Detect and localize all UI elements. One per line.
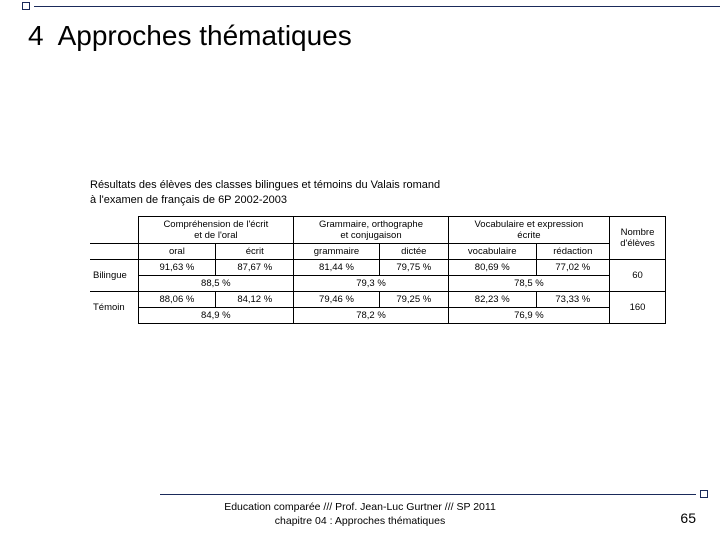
table-cell-mean: 88,5 %: [138, 276, 294, 292]
table-blank: [90, 244, 138, 260]
table-cell: 88,06 %: [138, 292, 216, 308]
caption-line-1: Résultats des élèves des classes bilingu…: [90, 178, 440, 193]
table-cell: 79,75 %: [379, 260, 448, 276]
table-cell: 79,46 %: [294, 292, 380, 308]
footer-line-1: Education comparée /// Prof. Jean-Luc Gu…: [0, 500, 720, 514]
table-cell: 73,33 %: [536, 292, 609, 308]
subheader-ecrit: écrit: [216, 244, 294, 260]
table-cell-mean: 76,9 %: [448, 308, 609, 324]
table-cell-mean: 84,9 %: [138, 308, 294, 324]
table-corner-blank: [90, 217, 138, 244]
subheader-oral: oral: [138, 244, 216, 260]
page-number: 65: [680, 510, 696, 526]
table-cell-mean: 78,2 %: [294, 308, 449, 324]
subheader-redaction: rédaction: [536, 244, 609, 260]
table-cell: 82,23 %: [448, 292, 536, 308]
results-table: Compréhension de l'écrit et de l'oral Gr…: [90, 216, 666, 324]
slide-title: Approches thématiques: [58, 20, 352, 52]
footer-line: [160, 494, 696, 495]
top-line: [34, 6, 720, 7]
table-cell: 77,02 %: [536, 260, 609, 276]
table-cell-mean: 78,5 %: [448, 276, 609, 292]
footer-line-2: chapitre 04 : Approches thématiques: [0, 514, 720, 528]
table-cell-count: 60: [610, 260, 666, 292]
subheader-vocabulaire: vocabulaire: [448, 244, 536, 260]
slide-number: 4: [28, 20, 44, 52]
footer-square-icon: [700, 490, 708, 498]
table-cell: 87,67 %: [216, 260, 294, 276]
table-cell: 81,44 %: [294, 260, 380, 276]
table-cell-count: 160: [610, 292, 666, 324]
group-header-grammar: Grammaire, orthographe et conjugaison: [294, 217, 449, 244]
table-cell: 80,69 %: [448, 260, 536, 276]
top-decoration: [0, 0, 720, 10]
footer-credit: Education comparée /// Prof. Jean-Luc Gu…: [0, 500, 720, 528]
subheader-grammaire: grammaire: [294, 244, 380, 260]
row-label-bilingue: Bilingue: [90, 260, 138, 292]
slide-footer: Education comparée /// Prof. Jean-Luc Gu…: [0, 500, 720, 528]
top-square-icon: [22, 2, 30, 10]
table-cell: 84,12 %: [216, 292, 294, 308]
table-cell: 79,25 %: [379, 292, 448, 308]
caption-line-2: à l'examen de français de 6P 2002-2003: [90, 193, 440, 208]
table-caption: Résultats des élèves des classes bilingu…: [90, 178, 440, 208]
group-header-count: Nombre d'élèves: [610, 217, 666, 260]
table-cell-mean: 79,3 %: [294, 276, 449, 292]
slide-title-row: 4 Approches thématiques: [28, 20, 352, 52]
row-label-temoin: Témoin: [90, 292, 138, 324]
group-header-vocab: Vocabulaire et expression écrite: [448, 217, 609, 244]
subheader-dictee: dictée: [379, 244, 448, 260]
table-cell: 91,63 %: [138, 260, 216, 276]
group-header-comprehension: Compréhension de l'écrit et de l'oral: [138, 217, 294, 244]
